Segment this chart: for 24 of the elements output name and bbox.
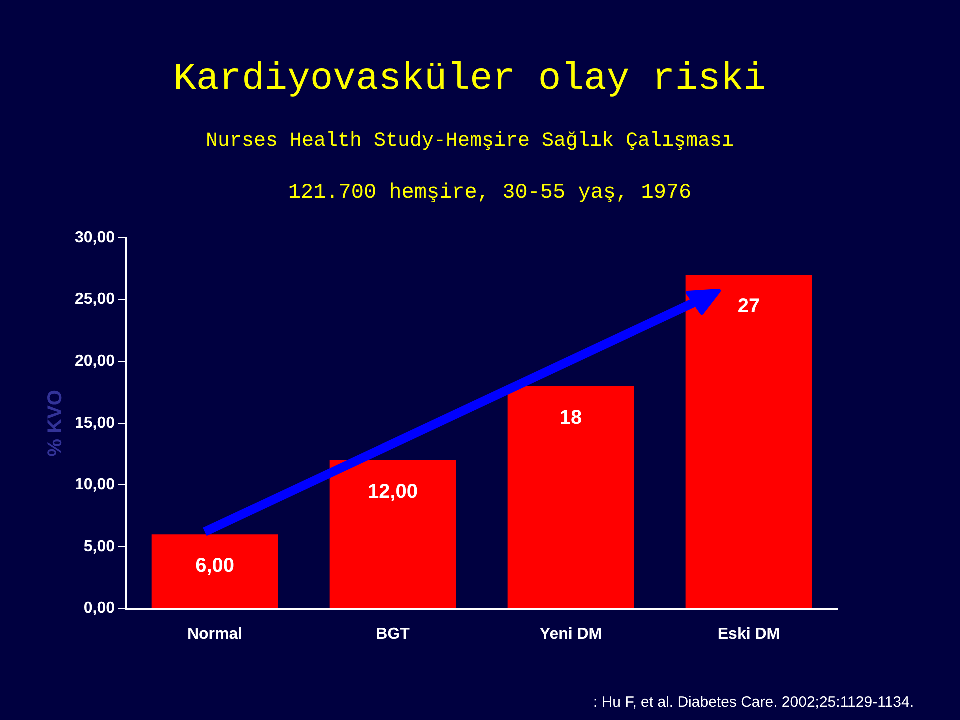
text: 121.700 hemşire, 30-55 yaş, 1976 — [287, 182, 693, 205]
y-tick-label: 30,00 — [74, 229, 116, 246]
y-tick-label: 15,00 — [74, 414, 116, 432]
text: : Hu F, et al. Diabetes Care. 2002;25:1129-1134. — [594, 694, 914, 711]
y-tick-label: 0,00 — [84, 600, 116, 618]
bar — [686, 275, 812, 608]
x-tick-label: Yeni DM — [540, 626, 602, 643]
data-label: 27 — [738, 296, 760, 318]
bar — [152, 534, 278, 608]
y-axis-title: % KVO — [44, 390, 67, 457]
x-tick-label: Eski DM — [718, 626, 780, 643]
data-label: 6,00 — [196, 555, 235, 578]
bar — [508, 386, 634, 608]
data-label: 12,00 — [368, 480, 418, 503]
y-tick-label: 10,00 — [74, 476, 116, 494]
x-tick-label: Normal — [187, 626, 243, 643]
chart-subtitle: Nurses Health Study-Hemşire Sağlık Çalışması — [204, 130, 736, 153]
data-label: 18 — [560, 406, 582, 429]
chart-title: Kardiyovasküler olay riski — [172, 58, 768, 101]
y-tick-label: 5,00 — [84, 538, 116, 556]
x-tick-label: BGT — [376, 626, 410, 643]
bar — [330, 460, 456, 608]
y-tick-label: 20,00 — [74, 353, 116, 370]
y-tick-label: 25,00 — [74, 291, 116, 308]
